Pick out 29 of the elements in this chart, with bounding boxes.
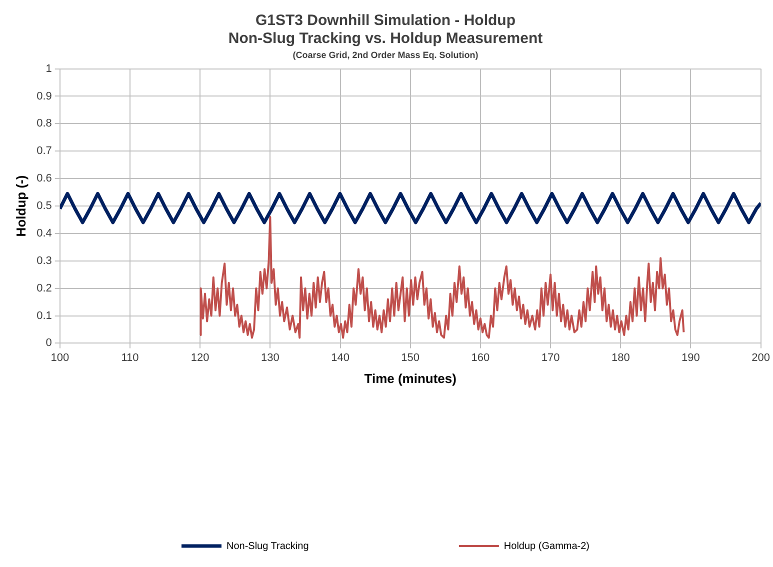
x-tick-label: 130 [260, 352, 280, 364]
y-tick-label: 0.9 [36, 90, 52, 102]
x-tick-label: 150 [401, 352, 420, 364]
y-tick-label: 0.3 [36, 254, 52, 267]
legend-label: Holdup (Gamma-2) [504, 540, 590, 552]
text: (Coarse Grid, 2nd Order Mass Eq. Solution) [292, 50, 478, 60]
y-tick-label: 0.6 [36, 172, 52, 185]
x-tick-label: 140 [331, 352, 350, 364]
x-tick-label: 190 [682, 352, 700, 364]
x-tick-label: 120 [190, 352, 210, 364]
chart-title: G1ST3 Downhill Simulation - Holdup [256, 12, 516, 30]
y-tick-label: 0.1 [36, 310, 52, 322]
x-tick-label: 100 [50, 352, 70, 364]
x-tick-label: 200 [752, 352, 770, 364]
x-tick-label: 180 [611, 352, 630, 364]
y-tick-label: 0.2 [36, 282, 52, 294]
y-tick-label: 0.5 [36, 200, 52, 212]
y-axis-title: Holdup (-) [13, 175, 28, 237]
y-tick-label: 0.7 [36, 145, 52, 158]
y-tick-label: 1 [46, 62, 52, 75]
y-tick-label: 0.4 [36, 227, 52, 240]
x-tick-label: 170 [541, 352, 560, 364]
x-tick-label: 160 [471, 352, 490, 364]
chart-subtitle: Non-Slug Tracking vs. Holdup Measurement [228, 30, 543, 48]
x-tick-label: 110 [121, 352, 139, 364]
x-axis-title: Time (minutes) [364, 370, 456, 386]
y-tick-label: 0 [46, 337, 52, 350]
y-tick-label: 0.8 [36, 118, 52, 130]
legend-label: Non-Slug Tracking [226, 540, 309, 552]
